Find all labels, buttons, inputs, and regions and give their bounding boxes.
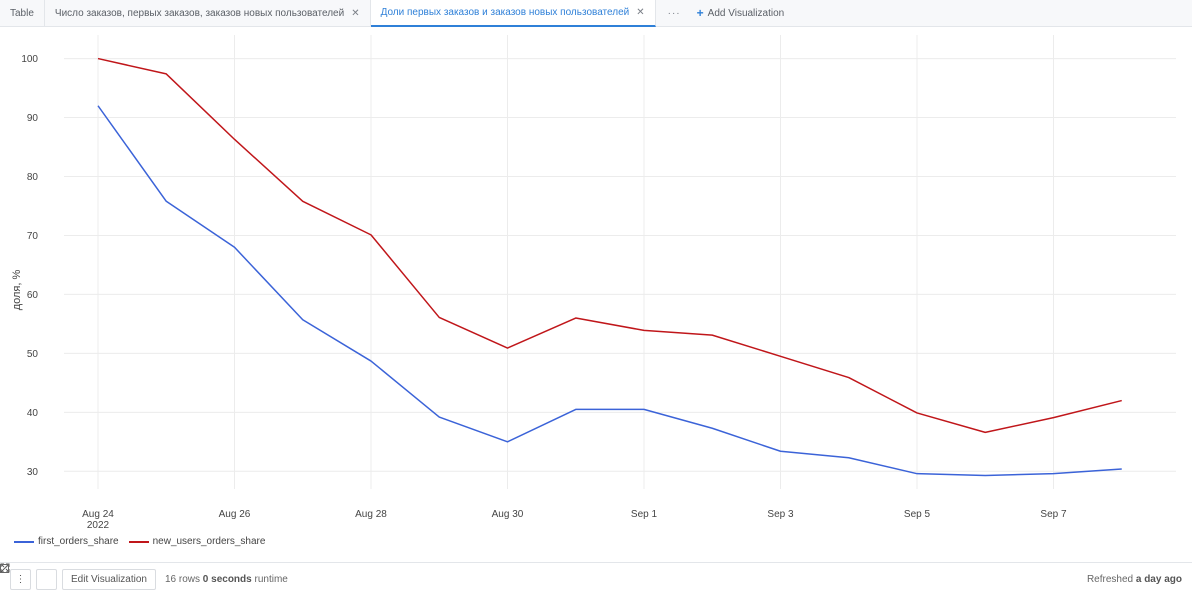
add-visualization-button[interactable]: + Add Visualization [693, 0, 789, 26]
x-tick-label: Sep 1 [631, 509, 658, 520]
series-line-new-users-orders-share [97, 57, 1122, 434]
rows-count: 16 [164, 573, 177, 585]
tab-table[interactable]: Table [0, 0, 45, 26]
more-tabs-button[interactable]: ··· [656, 0, 693, 26]
visualization-tabbar: Table Число заказов, первых заказов, зак… [0, 0, 1192, 27]
chart-legend: first_orders_share new_users_orders_shar… [14, 536, 265, 547]
x-tick-label: Aug 26 [219, 509, 251, 520]
x-tick-label: Sep 5 [904, 509, 931, 520]
add-visualization-label: Add Visualization [707, 7, 785, 19]
edit-visualization-button[interactable]: Edit Visualization [0, 563, 156, 590]
y-axis-label: доля, % [11, 269, 23, 310]
x-tick-label: Sep 7 [1040, 509, 1067, 520]
y-tick-label: 90 [27, 113, 39, 124]
visualization-footer: ⋮ Edit Visualization 16 rows 0 seconds r… [0, 562, 1192, 595]
vertical-dots-icon: ⋮ [15, 573, 26, 585]
query-meta: 16 rows 0 seconds runtime [165, 574, 288, 585]
y-tick-label: 70 [27, 231, 39, 242]
legend-swatch [128, 540, 149, 543]
series-line-first-orders-share [97, 105, 1122, 477]
y-tick-label: 40 [27, 408, 39, 419]
x-tick-sublabel: 2022 [87, 520, 110, 531]
plus-icon: + [696, 6, 704, 20]
legend-label: new_users_orders_share [152, 536, 266, 547]
y-tick-label: 100 [21, 54, 38, 65]
y-tick-label: 80 [27, 172, 39, 183]
y-tick-label: 60 [27, 290, 39, 301]
edit-icon [0, 563, 10, 573]
legend-item-first-orders-share[interactable]: first_orders_share [14, 536, 119, 547]
x-tick-label: Aug 28 [355, 509, 387, 520]
tab-label: Доли первых заказов и заказов новых поль… [380, 7, 630, 18]
legend-label: first_orders_share [38, 536, 119, 547]
runtime-value: 0 seconds [202, 573, 252, 585]
rows-label: rows [178, 573, 201, 585]
tab-label: Число заказов, первых заказов, заказов н… [54, 7, 345, 19]
refreshed-value: a day ago [1135, 573, 1182, 585]
tab-label: Table [10, 7, 34, 19]
tab-orders-share[interactable]: Доли первых заказов и заказов новых поль… [370, 0, 656, 27]
edit-visualization-label: Edit Visualization [71, 573, 147, 585]
x-tick-label: Aug 24 [82, 509, 114, 520]
close-icon[interactable]: ✕ [351, 7, 360, 19]
legend-item-new-users-orders-share[interactable]: new_users_orders_share [128, 536, 266, 547]
menu-button[interactable]: ⋮ [10, 568, 31, 590]
tab-orders-count[interactable]: Число заказов, первых заказов, заказов н… [45, 0, 371, 26]
refreshed-prefix: Refreshed [1086, 573, 1134, 585]
x-tick-label: Sep 3 [767, 509, 794, 520]
y-tick-label: 30 [27, 467, 39, 478]
refreshed-status: Refreshed a day ago [1087, 574, 1182, 585]
x-tick-label: Aug 30 [492, 509, 524, 520]
close-icon[interactable]: ✕ [636, 7, 645, 18]
chart-area: 30 40 50 60 70 80 90 100 Aug 24 2022 Aug 26 Aug 28 A… [0, 27, 1192, 560]
y-tick-label: 50 [27, 349, 39, 360]
runtime-label: runtime [254, 573, 288, 585]
more-label: ··· [667, 7, 681, 19]
legend-swatch [14, 540, 34, 543]
expand-button[interactable] [0, 563, 57, 590]
